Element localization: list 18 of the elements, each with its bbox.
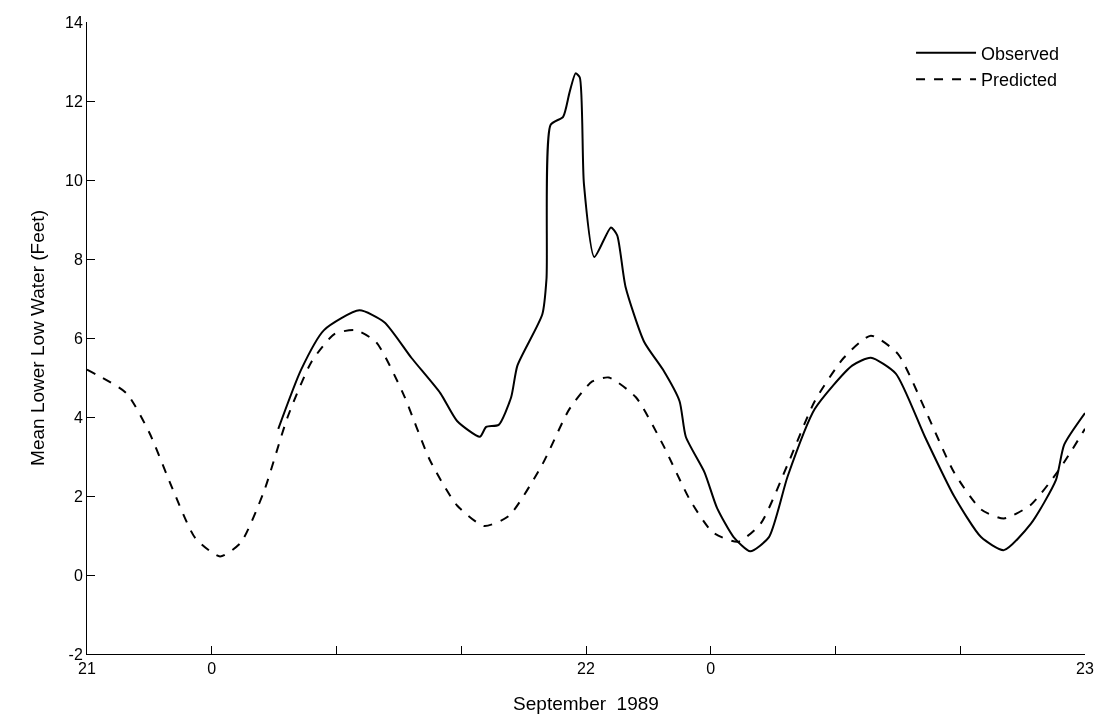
x-tick-label: 21 xyxy=(78,660,96,678)
y-tick-label: 2 xyxy=(73,487,83,505)
x-tick-label: 23 xyxy=(1076,660,1094,678)
y-tick-label: 14 xyxy=(65,13,83,31)
legend-label: Predicted xyxy=(981,70,1058,91)
y-tick-label: 6 xyxy=(73,329,83,347)
y-tick-label: 8 xyxy=(73,250,83,268)
y-axis-title: Mean Lower Low Water (Feet) xyxy=(26,210,48,466)
y-tick-label: 12 xyxy=(65,92,83,110)
y-tick-label: 10 xyxy=(65,171,83,189)
y-tick-label: 4 xyxy=(73,408,83,426)
legend-label: Observed xyxy=(981,43,1060,64)
x-tick-label: 0 xyxy=(207,660,217,678)
y-tick-label: 0 xyxy=(73,566,83,584)
y-tick-label: -2 xyxy=(68,645,83,663)
x-axis-title: September 1989 xyxy=(513,693,659,714)
x-tick-label: 0 xyxy=(706,660,716,678)
x-tick-label: 22 xyxy=(577,660,595,678)
